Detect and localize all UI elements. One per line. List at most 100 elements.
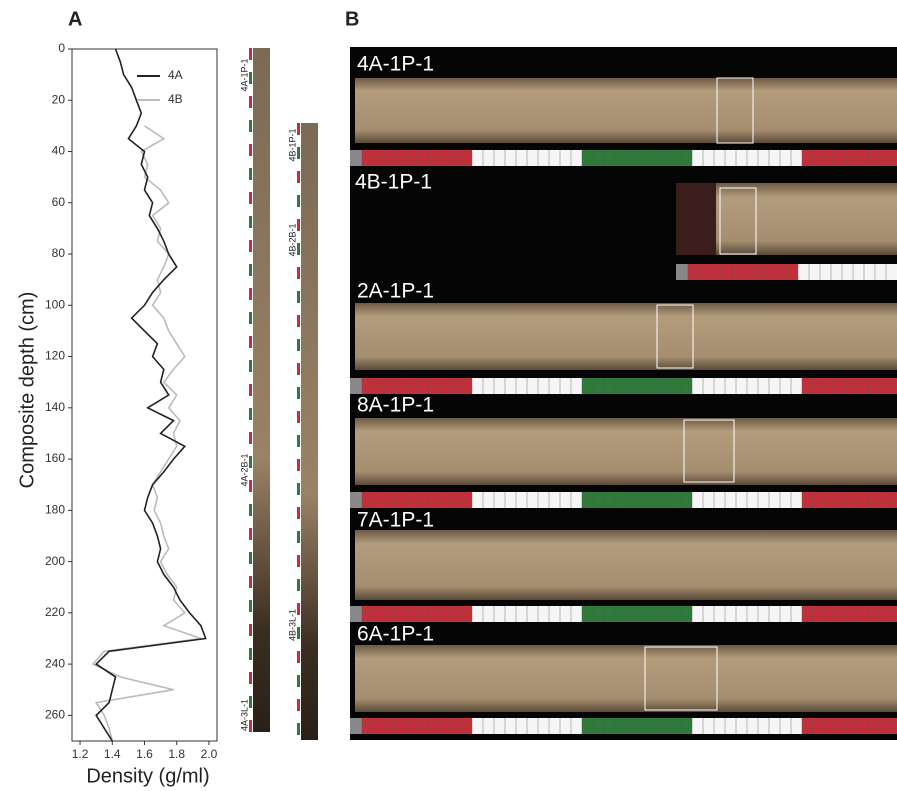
core-image [355, 645, 897, 712]
ruler-segment [297, 675, 300, 687]
ruler-segment [249, 480, 252, 492]
ruler-segment [249, 648, 252, 660]
ruler-segment [297, 399, 300, 411]
ruler-segment [249, 504, 252, 516]
ruler-segment [249, 492, 252, 504]
y-tick-label: 120 [45, 349, 65, 363]
ruler-segment [249, 84, 252, 96]
ruler-segment [249, 228, 252, 240]
ruler-segment [249, 48, 252, 60]
ruler-segment [798, 264, 897, 280]
ruler-segment [249, 348, 252, 360]
ruler-segment [249, 576, 252, 588]
core-label: 4A-1P-1 [357, 53, 434, 76]
ruler-segment [249, 324, 252, 336]
ruler-segment [297, 435, 300, 447]
ruler-segment [297, 627, 300, 639]
ruler-segment [297, 183, 300, 195]
ruler-segment [297, 267, 300, 279]
ruler-segment [297, 699, 300, 711]
y-tick-label: 100 [45, 297, 65, 311]
ruler-segment [249, 672, 252, 684]
core-label: 8A-1P-1 [357, 394, 434, 417]
ruler-segment [249, 516, 252, 528]
ruler-segment [297, 567, 300, 579]
highlight-box [644, 646, 718, 711]
ruler-segment [249, 264, 252, 276]
ruler-segment [297, 363, 300, 375]
ruler-segment [249, 624, 252, 636]
ruler-segment [297, 339, 300, 351]
ruler-segment [249, 456, 252, 468]
ruler-segment [249, 216, 252, 228]
ruler-segment [297, 663, 300, 675]
y-tick-label: 200 [45, 554, 65, 568]
y-tick-label: 160 [45, 451, 65, 465]
ruler-segment [249, 420, 252, 432]
ruler-segment [297, 591, 300, 603]
core-label: 2A-1P-1 [357, 280, 434, 303]
x-tick-label: 1.6 [136, 747, 153, 761]
y-tick-label: 240 [45, 656, 65, 670]
core-strip [301, 123, 318, 740]
core-label: 7A-1P-1 [357, 509, 434, 532]
y-axis-title: Composite depth (cm) [16, 292, 38, 489]
ruler-segment [297, 243, 300, 255]
ruler-segment [297, 303, 300, 315]
strip-label: 4A-3L-1 [239, 699, 249, 731]
core-image [355, 78, 897, 143]
density-line [94, 48, 207, 742]
ruler-segment [297, 735, 300, 740]
ruler-segment [249, 192, 252, 204]
ruler-segment [249, 132, 252, 144]
strip-label: 4B-3L-1 [287, 609, 297, 641]
core-image [355, 530, 897, 600]
ruler-segment [249, 588, 252, 600]
y-tick-label: 180 [45, 503, 65, 517]
core-image [355, 303, 897, 370]
ruler-segment [249, 72, 252, 84]
ruler-segment [297, 291, 300, 303]
ruler-segment [297, 651, 300, 663]
ruler-segment [802, 492, 897, 508]
ruler-start [350, 378, 362, 394]
highlight-box [683, 419, 735, 483]
ruler-segment [297, 459, 300, 471]
highlight-box [716, 77, 754, 144]
ruler-segment [297, 207, 300, 219]
ruler-segment [297, 471, 300, 483]
panel-label: A [68, 8, 82, 30]
legend-label: 4A [168, 68, 183, 82]
ruler-segment [297, 315, 300, 327]
y-tick-label: 0 [58, 41, 65, 55]
ruler-segment [249, 444, 252, 456]
ruler-segment [249, 696, 252, 708]
ruler-segment [249, 288, 252, 300]
ruler-segment [297, 579, 300, 591]
ruler-segment [249, 204, 252, 216]
ruler-segment [297, 615, 300, 627]
ruler-segment [249, 252, 252, 264]
x-tick-label: 1.8 [168, 747, 185, 761]
ruler-segment [249, 120, 252, 132]
ruler-segment [249, 372, 252, 384]
ruler-segment [297, 279, 300, 291]
ruler-start [676, 264, 688, 280]
ruler-segment [297, 255, 300, 267]
ruler-segment [249, 276, 252, 288]
ruler-segment [249, 408, 252, 420]
x-tick-label: 1.4 [104, 747, 121, 761]
ruler-segment [249, 180, 252, 192]
ruler-segment [249, 540, 252, 552]
strip-label: 4A-1P-1 [239, 58, 249, 91]
ruler-segment [297, 507, 300, 519]
ruler-segment [297, 135, 300, 147]
ruler-segment [297, 519, 300, 531]
x-tick-label: 2.0 [201, 747, 218, 761]
ruler-segment [802, 606, 897, 622]
ruler-segment [297, 555, 300, 567]
ruler-segment [249, 384, 252, 396]
core-strips [253, 48, 318, 740]
ruler-segment [802, 378, 897, 394]
highlight-box [656, 304, 694, 369]
